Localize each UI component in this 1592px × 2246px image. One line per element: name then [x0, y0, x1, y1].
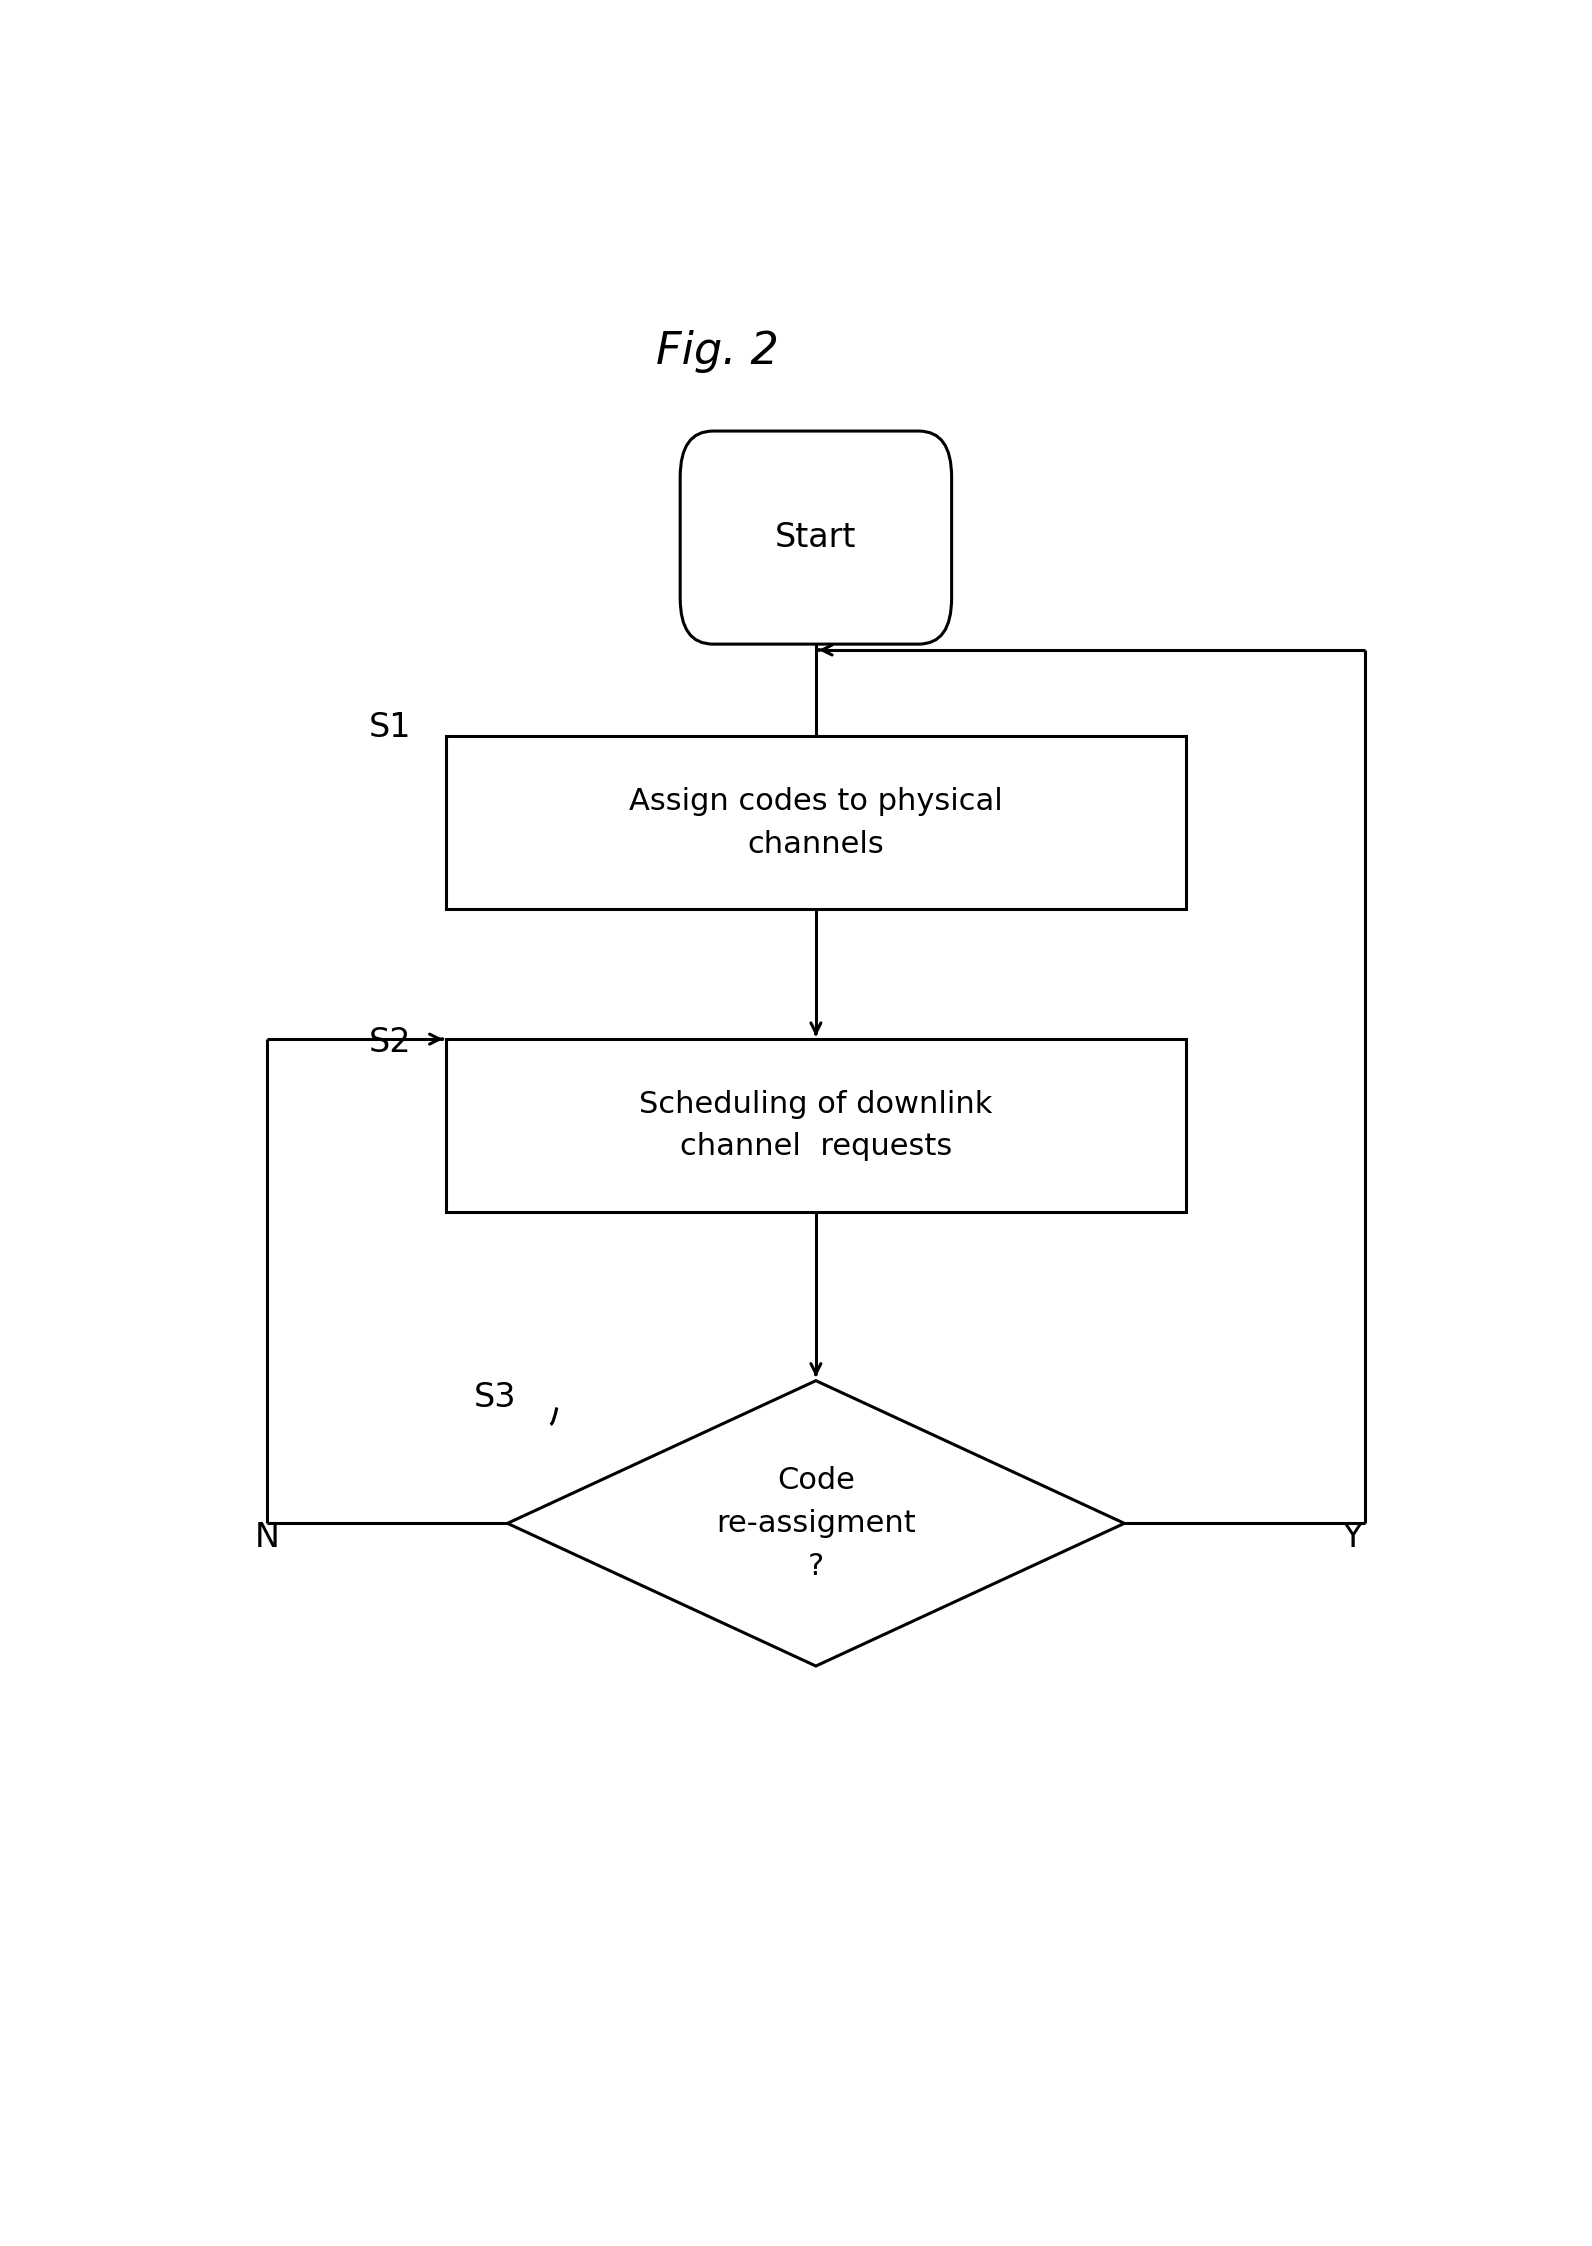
- Text: Y: Y: [1342, 1521, 1363, 1554]
- Text: Fig. 2: Fig. 2: [656, 330, 778, 373]
- Text: S3: S3: [474, 1381, 516, 1413]
- Text: S2: S2: [369, 1026, 412, 1060]
- Text: S1: S1: [369, 712, 411, 743]
- FancyBboxPatch shape: [680, 431, 952, 645]
- Text: Code
re-assigment
?: Code re-assigment ?: [716, 1467, 915, 1581]
- Text: Start: Start: [775, 521, 856, 555]
- Bar: [446, 737, 1186, 910]
- Text: Assign codes to physical
channels: Assign codes to physical channels: [629, 786, 1003, 858]
- Bar: [446, 1040, 1186, 1213]
- Text: Scheduling of downlink
channel  requests: Scheduling of downlink channel requests: [640, 1089, 992, 1161]
- Polygon shape: [508, 1381, 1124, 1667]
- Text: N: N: [255, 1521, 279, 1554]
